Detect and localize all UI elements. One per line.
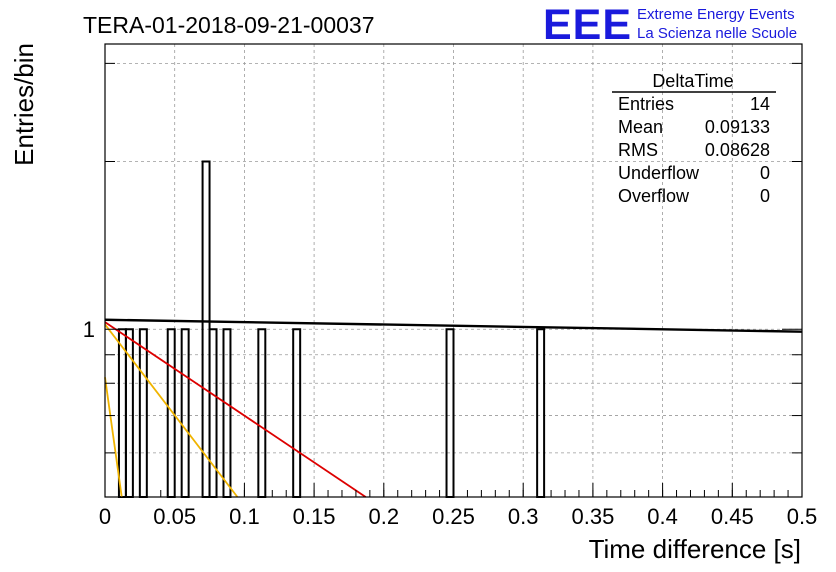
y-axis-label: Entries/bin xyxy=(9,43,39,166)
x-tick-label: 0.5 xyxy=(787,504,818,529)
stats-row-value: 14 xyxy=(750,94,770,114)
stats-row-value: 0 xyxy=(760,186,770,206)
x-tick-label: 0.4 xyxy=(647,504,678,529)
eee-logo: EEE Extreme Energy Events La Scienza nel… xyxy=(543,1,797,49)
x-tick-label: 0.25 xyxy=(432,504,475,529)
stats-row-value: 0.08628 xyxy=(705,140,770,160)
y-tick-label: 1 xyxy=(83,317,95,342)
axis-ticks: 0 0.05 0.1 0.15 0.2 0.25 0.3 0.35 0.4 0.45 0.5 1 xyxy=(83,62,818,529)
stats-box-title: DeltaTime xyxy=(652,71,733,91)
x-tick-label: 0.05 xyxy=(153,504,196,529)
stats-row-label: Mean xyxy=(618,117,663,137)
eee-logo-line2: La Scienza nelle Scuole xyxy=(637,25,797,42)
x-tick-label: 0.15 xyxy=(293,504,336,529)
stats-row-value: 0.09133 xyxy=(705,117,770,137)
stats-row-value: 0 xyxy=(760,163,770,183)
fit-line xyxy=(104,323,239,498)
x-tick-label: 0 xyxy=(99,504,111,529)
stats-box: DeltaTime Entries 14 Mean 0.09133 RMS 0.08628… xyxy=(612,71,776,206)
stats-row-label: Underflow xyxy=(618,163,700,183)
fit-lines xyxy=(104,318,803,498)
x-tick-label: 0.35 xyxy=(571,504,614,529)
histogram-bars xyxy=(117,160,546,498)
x-tick-label: 0.3 xyxy=(508,504,539,529)
fit-line xyxy=(104,318,803,333)
chart-title: TERA-01-2018-09-21-00037 xyxy=(83,12,375,38)
stats-row-label: RMS xyxy=(618,140,658,160)
x-tick-label: 0.45 xyxy=(711,504,754,529)
fit-line xyxy=(104,377,123,498)
stats-row-label: Entries xyxy=(618,94,674,114)
eee-logo-mark: EEE xyxy=(543,1,632,49)
x-axis-label: Time difference [s] xyxy=(589,534,801,564)
fit-line xyxy=(104,321,367,498)
eee-logo-line1: Extreme Energy Events xyxy=(637,6,795,23)
stats-row-label: Overflow xyxy=(618,186,690,206)
x-tick-label: 0.1 xyxy=(229,504,260,529)
x-tick-label: 0.2 xyxy=(369,504,400,529)
